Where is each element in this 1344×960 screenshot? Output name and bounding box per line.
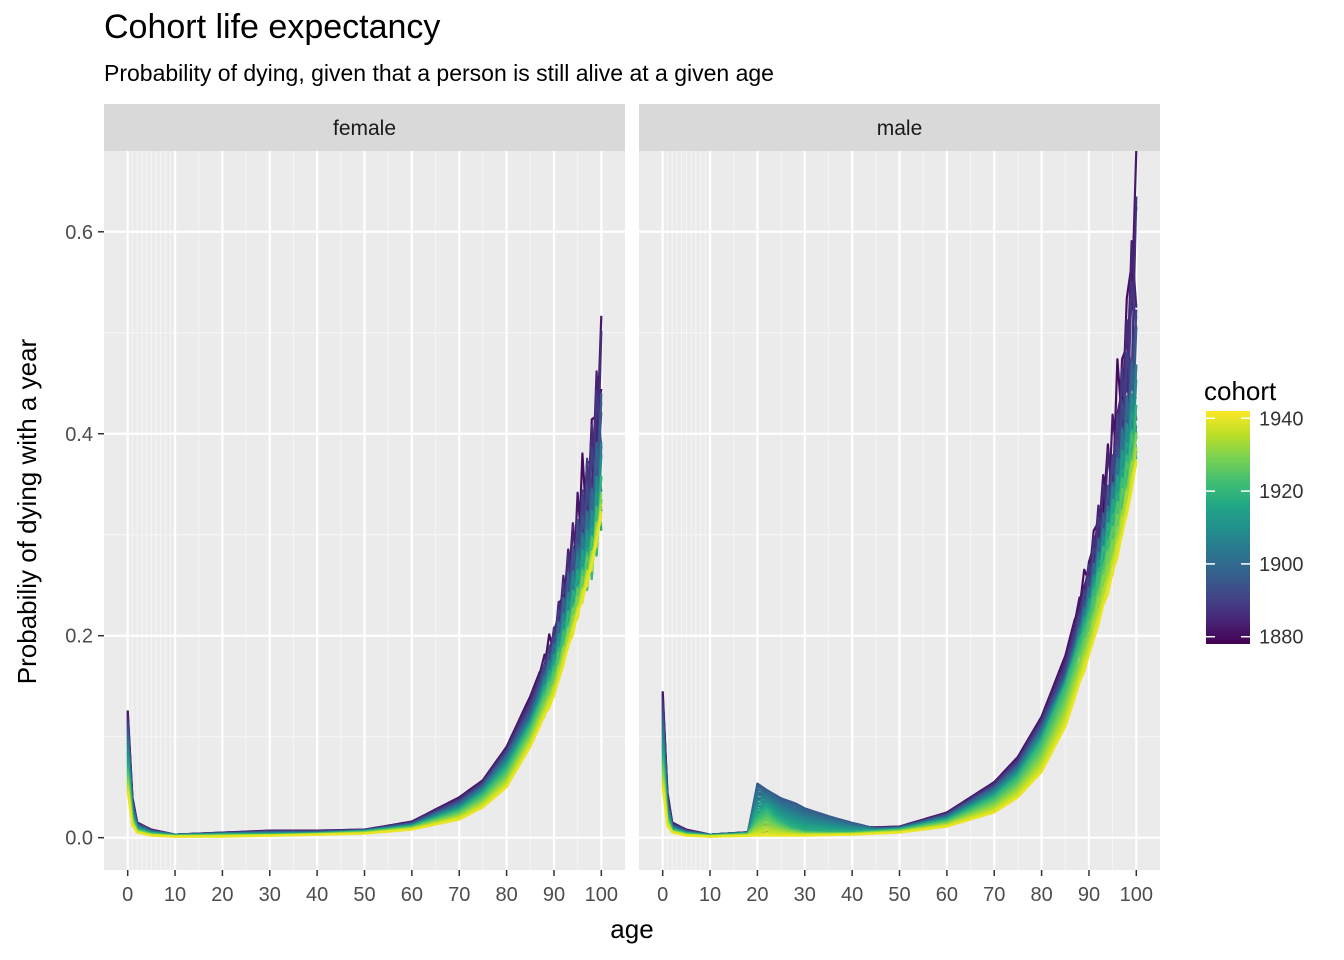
x-axis-title: age — [610, 914, 653, 944]
x-tick-label: 100 — [1120, 884, 1153, 906]
x-tick-label: 100 — [585, 884, 618, 906]
x-tick-label: 30 — [794, 884, 816, 906]
x-tick-label: 90 — [543, 884, 565, 906]
x-tick-label: 90 — [1078, 884, 1100, 906]
series-group-male — [661, 151, 1138, 838]
series-line-cohort-1940 — [661, 460, 1138, 838]
x-tick-label: 80 — [495, 884, 517, 906]
y-tick-label: 0.0 — [65, 828, 93, 850]
x-tick-label: 50 — [353, 884, 375, 906]
x-tick-label: 70 — [448, 884, 470, 906]
x-tick-label: 80 — [1030, 884, 1052, 906]
y-tick-label: 0.2 — [65, 626, 93, 648]
x-tick-label: 20 — [746, 884, 768, 906]
chart-subtitle: Probability of dying, given that a perso… — [104, 60, 774, 86]
facet-strip — [639, 104, 1160, 151]
x-tick-label: 0 — [122, 884, 133, 906]
y-tick-label: 0.6 — [65, 222, 93, 244]
x-tick-label: 40 — [306, 884, 328, 906]
legend-label: 1920 — [1259, 481, 1304, 503]
y-axis-title: Probabiliy of dying with a year — [12, 338, 42, 684]
series-line-cohort-1940 — [126, 510, 603, 838]
facet-strip — [104, 104, 625, 151]
facet-strip-label-female: female — [333, 117, 396, 140]
facet-panel-male: male — [639, 104, 1160, 870]
legend-colorbar — [1206, 411, 1250, 644]
chart-title: Cohort life expectancy — [104, 8, 441, 46]
facet-strip-label-male: male — [877, 117, 923, 140]
x-tick-label: 60 — [936, 884, 958, 906]
x-tick-label: 70 — [983, 884, 1005, 906]
y-tick-label: 0.4 — [65, 424, 93, 446]
legend-label: 1900 — [1259, 554, 1304, 576]
x-tick-label: 0 — [657, 884, 668, 906]
x-tick-label: 40 — [841, 884, 863, 906]
x-tick-label: 60 — [401, 884, 423, 906]
series-group-female — [126, 315, 603, 838]
legend-label: 1940 — [1259, 408, 1304, 430]
x-tick-label: 20 — [211, 884, 233, 906]
facet-panel-female: female — [104, 104, 625, 870]
x-tick-label: 30 — [259, 884, 281, 906]
x-tick-label: 10 — [164, 884, 186, 906]
x-tick-label: 50 — [888, 884, 910, 906]
x-tick-label: 10 — [699, 884, 721, 906]
legend: cohort 1880 1900 1920 1940 — [1204, 376, 1304, 649]
legend-label: 1880 — [1259, 627, 1304, 649]
legend-title: cohort — [1204, 376, 1277, 406]
